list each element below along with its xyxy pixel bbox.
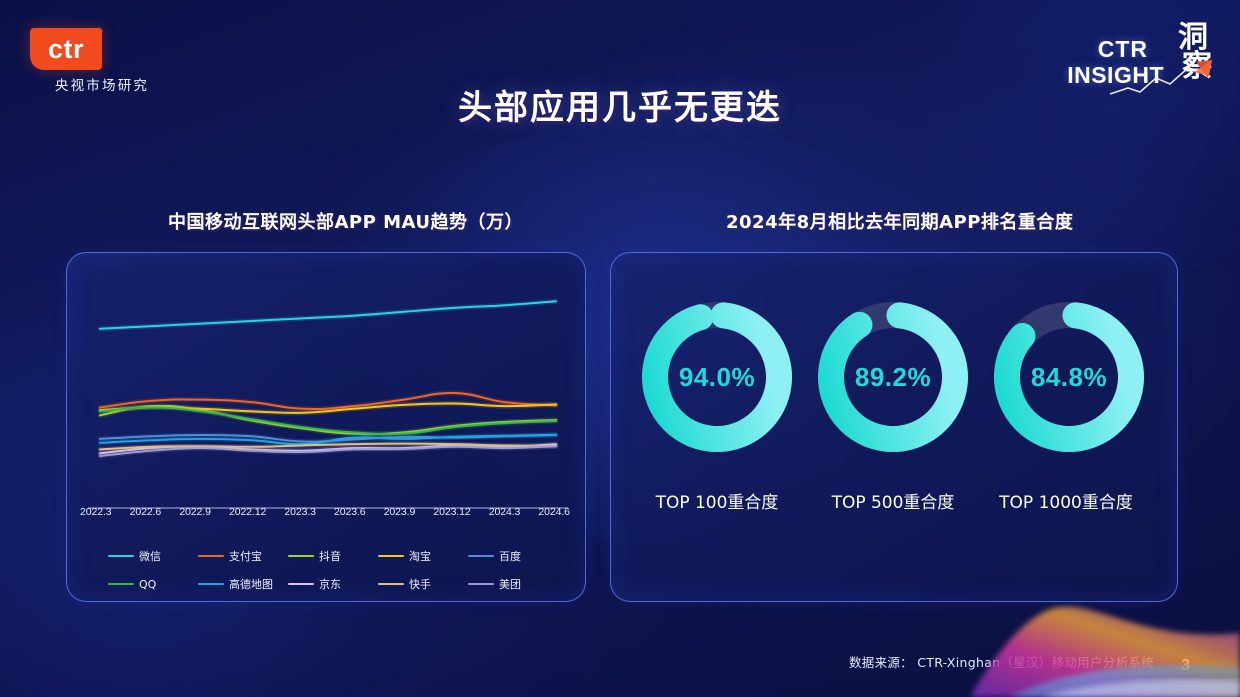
overlap-donut-group: 94.0% TOP 100重合度 89.2% TOP 500重合度 84.8% TOP 1…	[610, 252, 1176, 600]
legend-item-抖音[interactable]: 抖音	[288, 548, 378, 564]
line-series-美团	[99, 445, 557, 457]
ctr-logo: ctr ® 央视市场研究	[22, 26, 192, 104]
page-title: 头部应用几乎无更迭	[458, 88, 782, 128]
x-tick-label-6: 2023.9	[383, 506, 416, 518]
donut-value-arc	[642, 302, 792, 452]
growth-arrow-icon	[1109, 60, 1212, 95]
legend-item-支付宝[interactable]: 支付宝	[198, 548, 288, 564]
donut-svg	[818, 302, 968, 452]
legend-label: 微信	[139, 550, 161, 563]
legend-label: 抖音	[319, 550, 341, 563]
left-chart-heading: 中国移动互联网头部APP MAU趋势（万）	[168, 212, 523, 233]
legend-swatch-icon	[108, 582, 134, 586]
x-tick-label-3: 2022.12	[228, 506, 267, 518]
legend-swatch-icon	[198, 554, 224, 558]
legend-item-快手[interactable]: 快手	[378, 576, 468, 592]
legend-label: 高德地图	[229, 578, 273, 591]
line-series-高德地图	[99, 433, 557, 446]
donut-svg	[642, 302, 792, 452]
legend-item-QQ[interactable]: QQ	[108, 576, 198, 592]
registered-mark-icon: ®	[96, 26, 103, 36]
legend-swatch-icon	[288, 554, 314, 558]
legend-swatch-icon	[288, 582, 314, 586]
ctr-insight-logo: CTR INSIGHT 洞 察	[1038, 22, 1218, 100]
donut-value-text: 94.0%	[678, 361, 756, 392]
ctr-logo-text: ctr	[47, 33, 84, 64]
x-tick-label-8: 2024.3	[488, 506, 521, 518]
line-chart-x-axis-labels: 2022.3 2022.6 2022.9 2022.12 2023.3 2023.6 202…	[66, 506, 584, 518]
legend-item-高德地图[interactable]: 高德地图	[198, 576, 288, 592]
ctr-logo-subtitle: 央视市场研究	[54, 78, 150, 94]
x-tick-label-9: 2024.6	[538, 506, 570, 518]
legend-label: 京东	[319, 578, 341, 591]
legend-swatch-icon	[378, 554, 404, 558]
x-tick-label-7: 2023.12	[433, 506, 471, 518]
legend-swatch-icon	[198, 582, 224, 586]
legend-swatch-icon	[468, 554, 494, 558]
donut-chart-1: 89.2%	[810, 294, 976, 460]
donut-category-label-2: TOP 1000重合度	[999, 493, 1133, 513]
decorative-gradient-shape	[970, 606, 1240, 697]
donut-value-text: 89.2%	[854, 361, 932, 392]
donut-value-arc	[818, 302, 968, 452]
donut-svg	[994, 302, 1144, 452]
legend-item-美团[interactable]: 美团	[468, 576, 558, 592]
donut-category-label-0: TOP 100重合度	[655, 493, 779, 513]
line-chart-legend: 微信 支付宝 抖音 淘宝 百度 QQ 高德地图 京东 快手 美团	[108, 548, 558, 592]
legend-swatch-icon	[108, 554, 134, 558]
donut-value-arc	[994, 302, 1144, 452]
insight-word-text: INSIGHT	[1067, 62, 1164, 88]
line-series-QQ	[99, 406, 557, 436]
line-series-抖音	[99, 404, 557, 436]
donut-value-text: 84.8%	[1030, 361, 1108, 392]
legend-label: 支付宝	[229, 550, 262, 563]
donut-chart-2: 84.8%	[986, 294, 1152, 460]
x-tick-label-0: 2022.3	[80, 506, 112, 518]
donut-chart-0: 94.0%	[634, 294, 800, 460]
line-series-快手	[99, 442, 557, 451]
legend-item-微信[interactable]: 微信	[108, 548, 198, 564]
x-tick-label-5: 2023.6	[334, 506, 366, 518]
donut-category-label-1: TOP 500重合度	[831, 493, 955, 513]
legend-item-京东[interactable]: 京东	[288, 576, 378, 592]
legend-item-淘宝[interactable]: 淘宝	[378, 548, 468, 564]
legend-label: 美团	[499, 578, 521, 591]
legend-label: 淘宝	[409, 550, 431, 563]
mau-trend-line-chart	[88, 298, 568, 509]
legend-item-百度[interactable]: 百度	[468, 548, 558, 564]
insight-cn-char-1: 洞	[1178, 20, 1208, 55]
page-number: 3	[1181, 657, 1190, 674]
legend-label: 百度	[499, 550, 521, 563]
legend-swatch-icon	[468, 582, 494, 586]
legend-label: 快手	[409, 578, 431, 591]
line-chart-panel	[66, 252, 586, 602]
legend-label: QQ	[139, 577, 157, 591]
x-tick-label-1: 2022.6	[129, 506, 162, 518]
ctr-logo-mark: ctr	[30, 28, 102, 70]
x-tick-label-2: 2022.9	[179, 506, 211, 518]
line-series-支付宝	[99, 392, 557, 411]
insight-ctr-text: CTR	[1097, 36, 1148, 62]
data-source-note: 数据来源： CTR-Xinghan（星汉）移动用户分析系统	[848, 655, 1154, 670]
right-chart-heading: 2024年8月相比去年同期APP排名重合度	[726, 212, 1074, 233]
x-tick-label-4: 2023.3	[284, 506, 316, 518]
legend-swatch-icon	[378, 582, 404, 586]
line-series-微信	[99, 300, 557, 330]
